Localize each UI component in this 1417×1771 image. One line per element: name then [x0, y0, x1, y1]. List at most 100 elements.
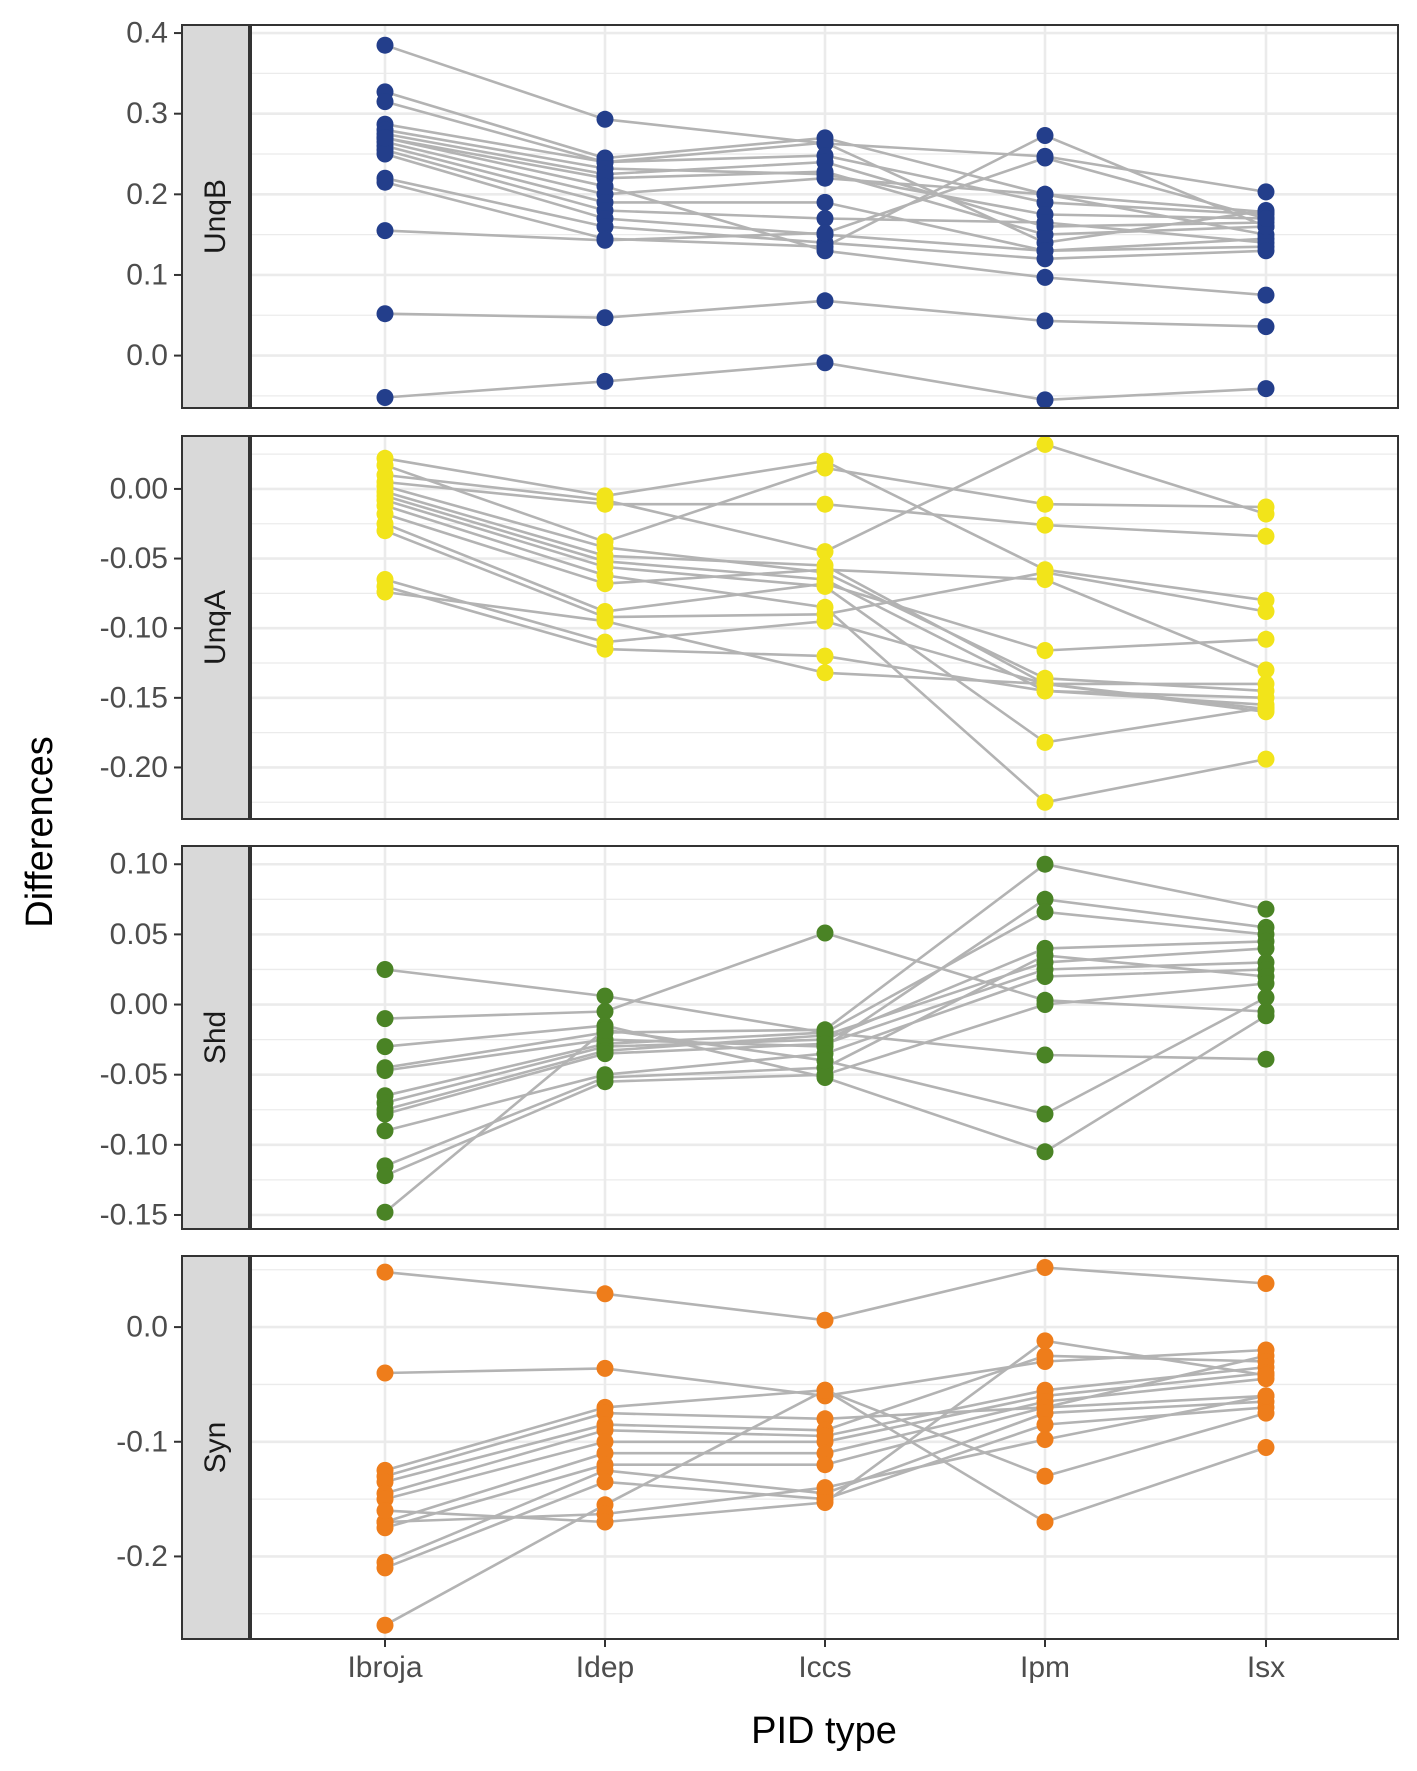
y-tick-label: -0.05 [100, 542, 168, 575]
data-point [1036, 250, 1054, 268]
data-point [1036, 214, 1054, 231]
data-point [1036, 268, 1054, 286]
data-point [1036, 495, 1054, 513]
data-point [1036, 185, 1054, 203]
data-point [1257, 675, 1275, 693]
data-point [1257, 989, 1275, 1006]
data-point [1257, 1275, 1275, 1292]
data-point [596, 612, 614, 630]
data-point [596, 1473, 614, 1491]
data-point [816, 612, 834, 630]
data-point [596, 1513, 614, 1531]
data-point [1036, 675, 1054, 693]
data-point [1036, 312, 1054, 330]
data-point [596, 1045, 614, 1063]
panel-syn: Syn 0.0 -0.1 -0.2 [116, 1255, 1399, 1640]
data-point [376, 1364, 394, 1382]
data-point [1036, 1467, 1054, 1485]
data-point [376, 305, 394, 323]
chart-panels: UnqB 0.0 0.1 0.2 0.3 0.4 UnqA 0.00 -0.05 -0.10 -0.… [100, 17, 1399, 1640]
data-point [816, 193, 834, 211]
data-point [1257, 900, 1275, 918]
data-point [816, 924, 834, 942]
data-point [1036, 946, 1054, 964]
panel-unqb: UnqB 0.0 0.1 0.2 0.3 0.4 [126, 17, 1399, 409]
x-tick-label-isx: Isx [1247, 1651, 1285, 1684]
data-point [1036, 391, 1054, 408]
x-tick-label-idep: Idep [576, 1651, 634, 1684]
data-point [816, 1494, 834, 1511]
data-point [1036, 1431, 1054, 1448]
data-point [596, 495, 614, 513]
x-tick-label-iccs: Iccs [798, 1651, 851, 1684]
data-point [376, 93, 394, 111]
data-point [816, 575, 834, 593]
strip-label-shd: Shd [199, 1011, 232, 1064]
data-point [816, 1311, 834, 1329]
data-point [1257, 380, 1275, 398]
data-point [1257, 1439, 1275, 1456]
y-tick-label: -0.15 [100, 1198, 168, 1231]
panel-border [250, 24, 1399, 409]
data-point [1036, 855, 1054, 873]
data-point [1036, 1416, 1054, 1434]
data-point [1257, 700, 1275, 718]
data-point [376, 1010, 394, 1028]
data-point [816, 242, 834, 260]
y-tick-label: -0.10 [100, 612, 168, 645]
data-point [1036, 226, 1054, 244]
data-point [1036, 642, 1054, 659]
y-tick-label: -0.1 [116, 1425, 168, 1458]
data-point [816, 134, 834, 152]
data-point [376, 583, 394, 601]
data-point [376, 1167, 394, 1185]
data-point [376, 1502, 394, 1520]
y-tick-label: 0.0 [126, 1311, 168, 1344]
data-point [1036, 127, 1054, 144]
data-point [596, 110, 614, 128]
strip-background [181, 1255, 250, 1640]
data-point [1036, 968, 1054, 985]
data-point [1036, 793, 1054, 811]
data-point [1257, 661, 1275, 679]
data-point [1036, 436, 1054, 453]
data-point [1257, 1387, 1275, 1405]
data-point [376, 222, 394, 240]
series-group [376, 855, 1275, 1221]
data-point [1036, 996, 1054, 1013]
data-point [1036, 516, 1054, 534]
data-point [1257, 286, 1275, 304]
data-point [596, 231, 614, 249]
data-point [816, 1052, 834, 1070]
data-point [376, 1263, 394, 1281]
data-point [376, 961, 394, 978]
data-point [376, 173, 394, 191]
y-tick-label: 0.10 [110, 848, 168, 881]
strip-label-unqa: UnqA [199, 590, 232, 665]
data-point [1036, 1332, 1054, 1350]
data-point [1257, 1366, 1275, 1384]
data-point [376, 1105, 394, 1123]
strip-label-syn: Syn [199, 1422, 232, 1474]
data-point [1257, 242, 1275, 260]
data-point [596, 1073, 614, 1091]
data-point [596, 575, 614, 593]
data-point [376, 1203, 394, 1221]
y-tick-label: 0.0 [126, 339, 168, 372]
data-point [1257, 975, 1275, 992]
data-point [816, 647, 834, 665]
data-point [596, 177, 614, 195]
data-point [816, 495, 834, 513]
data-point [1257, 1404, 1275, 1422]
panel-border [250, 435, 1399, 820]
data-point [1257, 210, 1275, 227]
data-point [1036, 733, 1054, 751]
y-tick-label: 0.4 [126, 17, 168, 50]
data-point [376, 1559, 394, 1577]
data-point [376, 1122, 394, 1140]
x-axis-title: PID type [751, 1710, 897, 1752]
data-point [1257, 318, 1275, 336]
data-point [1036, 1046, 1054, 1064]
data-point [816, 543, 834, 561]
